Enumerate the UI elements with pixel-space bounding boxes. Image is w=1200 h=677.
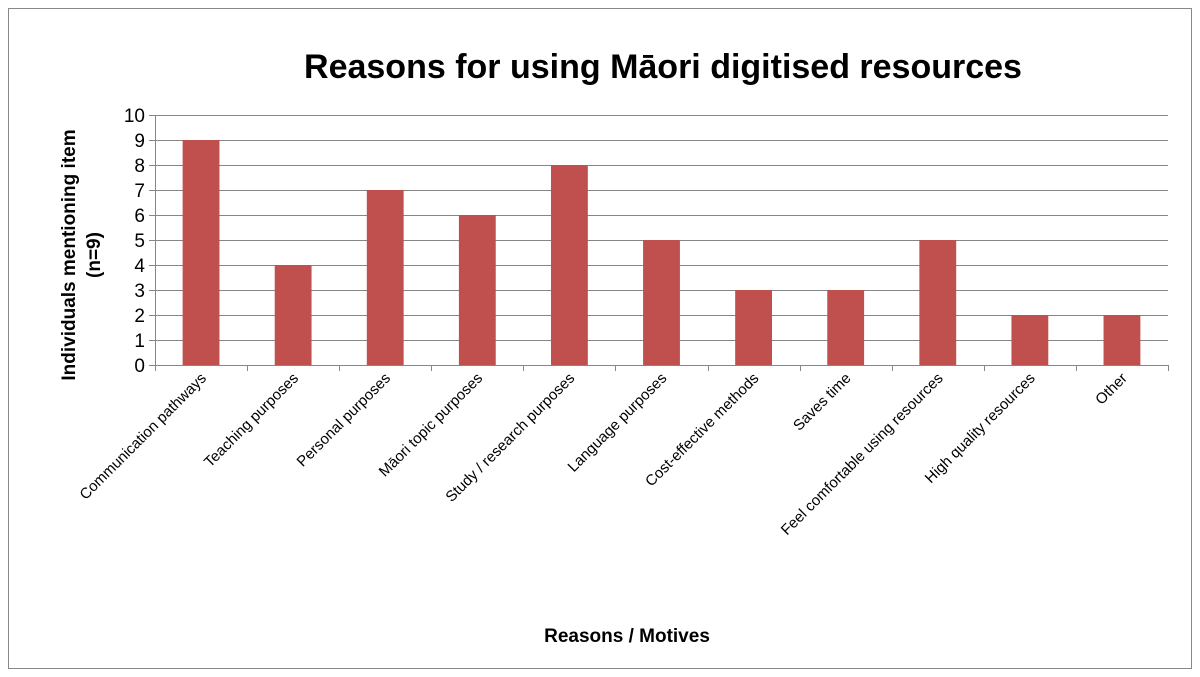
bar	[274, 265, 312, 365]
gridlines	[155, 115, 1168, 341]
bar	[366, 190, 404, 365]
y-axis-title-line: Individuals mentioning item	[59, 129, 80, 380]
bar	[1011, 315, 1049, 365]
y-tick-label: 1	[134, 331, 145, 352]
bars	[182, 140, 1141, 365]
x-axis-title: Reasons / Motives	[544, 626, 710, 647]
bar	[1103, 315, 1141, 365]
bar	[919, 240, 957, 365]
bar	[735, 290, 773, 365]
y-axis-title-line: (n=9)	[84, 232, 105, 278]
y-axis-title: Individuals mentioning item (n=9)	[59, 129, 105, 380]
bar	[550, 165, 588, 365]
bar	[827, 290, 865, 365]
y-tick-labels: 0 1 2 3 4 5 6 7 8 9 10	[124, 106, 146, 377]
y-tick-label: 10	[124, 106, 145, 127]
bar	[643, 240, 680, 365]
y-tick-label: 5	[134, 231, 145, 252]
y-tick-label: 4	[134, 256, 145, 277]
bar	[182, 140, 220, 365]
y-tick-label: 7	[134, 181, 145, 202]
y-tick-label: 2	[134, 306, 145, 327]
y-tick-label: 8	[134, 156, 145, 177]
y-tick-label: 6	[134, 206, 145, 227]
y-tick-label: 9	[134, 131, 145, 152]
chart-title: Reasons for using Māori digitised resour…	[304, 48, 1022, 86]
axes	[149, 115, 1169, 371]
y-tick-label: 3	[134, 281, 145, 302]
y-tick-label: 0	[134, 356, 145, 377]
bar	[458, 215, 496, 365]
